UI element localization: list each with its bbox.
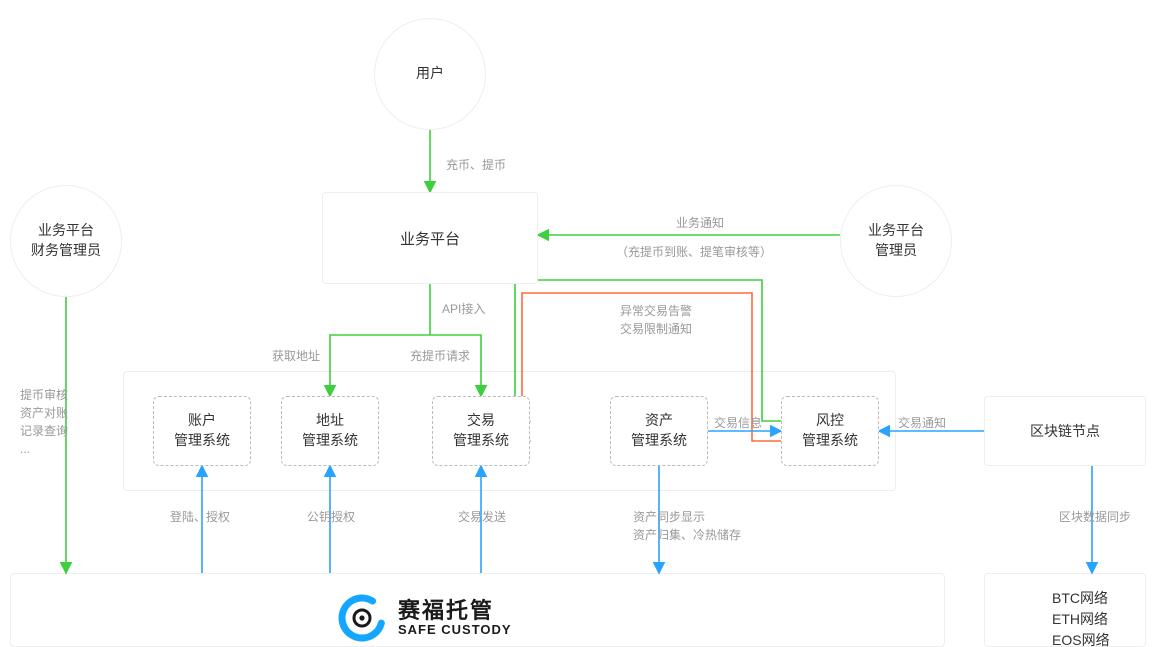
- node-user: 用户: [374, 18, 486, 130]
- edge-label: 交易信息: [714, 414, 762, 432]
- node-label: 业务平台 管理员: [868, 221, 924, 260]
- node-label: 用户: [416, 64, 444, 84]
- node-finance-admin: 业务平台 财务管理员: [10, 185, 122, 297]
- node-sys-asset: 资产 管理系统: [610, 396, 708, 466]
- edge-label: 获取地址: [272, 347, 320, 365]
- node-sys-account: 账户 管理系统: [153, 396, 251, 466]
- node-sys-trade: 交易 管理系统: [432, 396, 530, 466]
- logo-text-en: SAFE CUSTODY: [398, 623, 512, 637]
- node-label: 风控 管理系统: [802, 411, 858, 450]
- node-label: 资产 管理系统: [631, 411, 687, 450]
- diagram-canvas: 用户 业务平台 财务管理员 业务平台 管理员 业务平台 账户 管理系统 地址 管…: [0, 0, 1159, 647]
- networks-list: BTC网络 ETH网络 EOS网络 ...: [1052, 588, 1110, 647]
- edge-label: 异常交易告警 交易限制通知: [620, 302, 692, 338]
- edge-label: 业务通知: [676, 214, 724, 232]
- node-label: 地址 管理系统: [302, 411, 358, 450]
- node-label: 交易 管理系统: [453, 411, 509, 450]
- edge-label: 交易发送: [458, 508, 506, 526]
- node-label: 业务平台: [400, 228, 460, 249]
- logo-text-cn: 赛福托管: [398, 599, 512, 623]
- edge-label: 资产同步显示 资产归集、冷热储存: [633, 508, 741, 544]
- node-sys-address: 地址 管理系统: [281, 396, 379, 466]
- edge-label: 充币、提币: [446, 156, 506, 174]
- edge-label: 区块数据同步: [1059, 508, 1131, 526]
- edge-label: 公钥授权: [307, 508, 355, 526]
- logo: 赛福托管 SAFE CUSTODY: [338, 594, 512, 642]
- edge-label: API接入: [442, 300, 485, 318]
- node-biz-platform: 业务平台: [322, 192, 538, 284]
- node-label: 业务平台 财务管理员: [31, 221, 101, 260]
- edges-layer: [0, 0, 1159, 647]
- logo-icon: [338, 594, 386, 642]
- node-biz-admin: 业务平台 管理员: [840, 185, 952, 297]
- node-label: 区块链节点: [1030, 421, 1100, 441]
- node-chain: 区块链节点: [984, 396, 1146, 466]
- edge-label: 交易通知: [898, 414, 946, 432]
- edge-label: 提币审核 资产对账 记录查询 ...: [20, 386, 68, 458]
- edge-label: 登陆、授权: [170, 508, 230, 526]
- edge-label: 充提币请求: [410, 347, 470, 365]
- node-label: 账户 管理系统: [174, 411, 230, 450]
- node-sys-risk: 风控 管理系统: [781, 396, 879, 466]
- edge-label: （充提币到账、提笔审核等）: [616, 243, 772, 261]
